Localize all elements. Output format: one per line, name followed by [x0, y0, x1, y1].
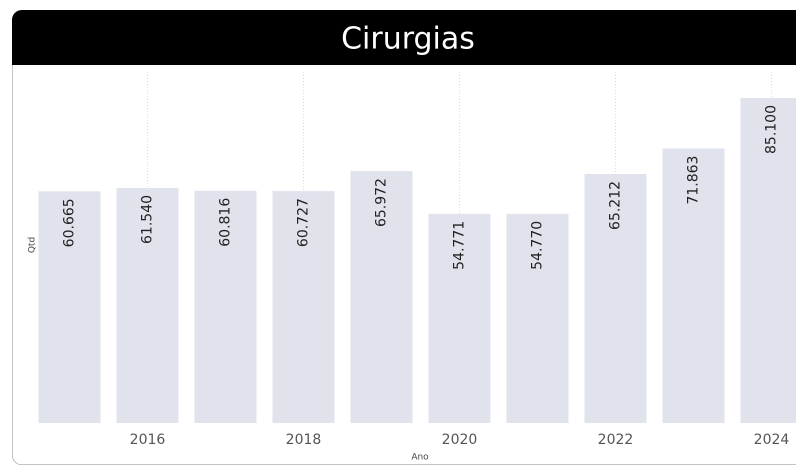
x-tick-label: 2020	[442, 432, 478, 448]
x-tick-label: 2024	[754, 432, 790, 448]
bar	[116, 187, 179, 423]
data-label: 54.771	[452, 221, 468, 270]
x-tick-label: 2018	[286, 432, 322, 448]
chart-title: Cirurgias	[341, 22, 475, 57]
x-tick-label: 2016	[130, 432, 166, 448]
bar	[584, 173, 647, 423]
x-axis-label: Ano	[411, 453, 429, 463]
bar	[194, 190, 257, 423]
header	[12, 10, 796, 65]
data-label: 60.665	[62, 198, 78, 247]
data-label: 60.816	[218, 198, 234, 247]
bar	[740, 98, 796, 423]
bar	[350, 171, 413, 423]
data-label: 65.972	[374, 178, 390, 227]
bar	[428, 213, 491, 423]
data-label: 71.863	[686, 156, 702, 205]
data-label: 85.100	[764, 105, 780, 154]
bar	[272, 191, 335, 423]
bar	[662, 148, 725, 423]
data-label: 54.770	[530, 221, 546, 270]
bar	[506, 213, 569, 423]
data-label: 65.212	[608, 181, 624, 230]
data-label: 60.727	[296, 198, 312, 247]
plot: 60.665 61.540 2016 60.816 60.727 2018 65.972 54…	[38, 72, 796, 448]
y-axis-label: Qtd	[28, 237, 38, 253]
data-label: 61.540	[140, 195, 156, 244]
bar	[38, 191, 101, 423]
x-tick-label: 2022	[598, 432, 634, 448]
